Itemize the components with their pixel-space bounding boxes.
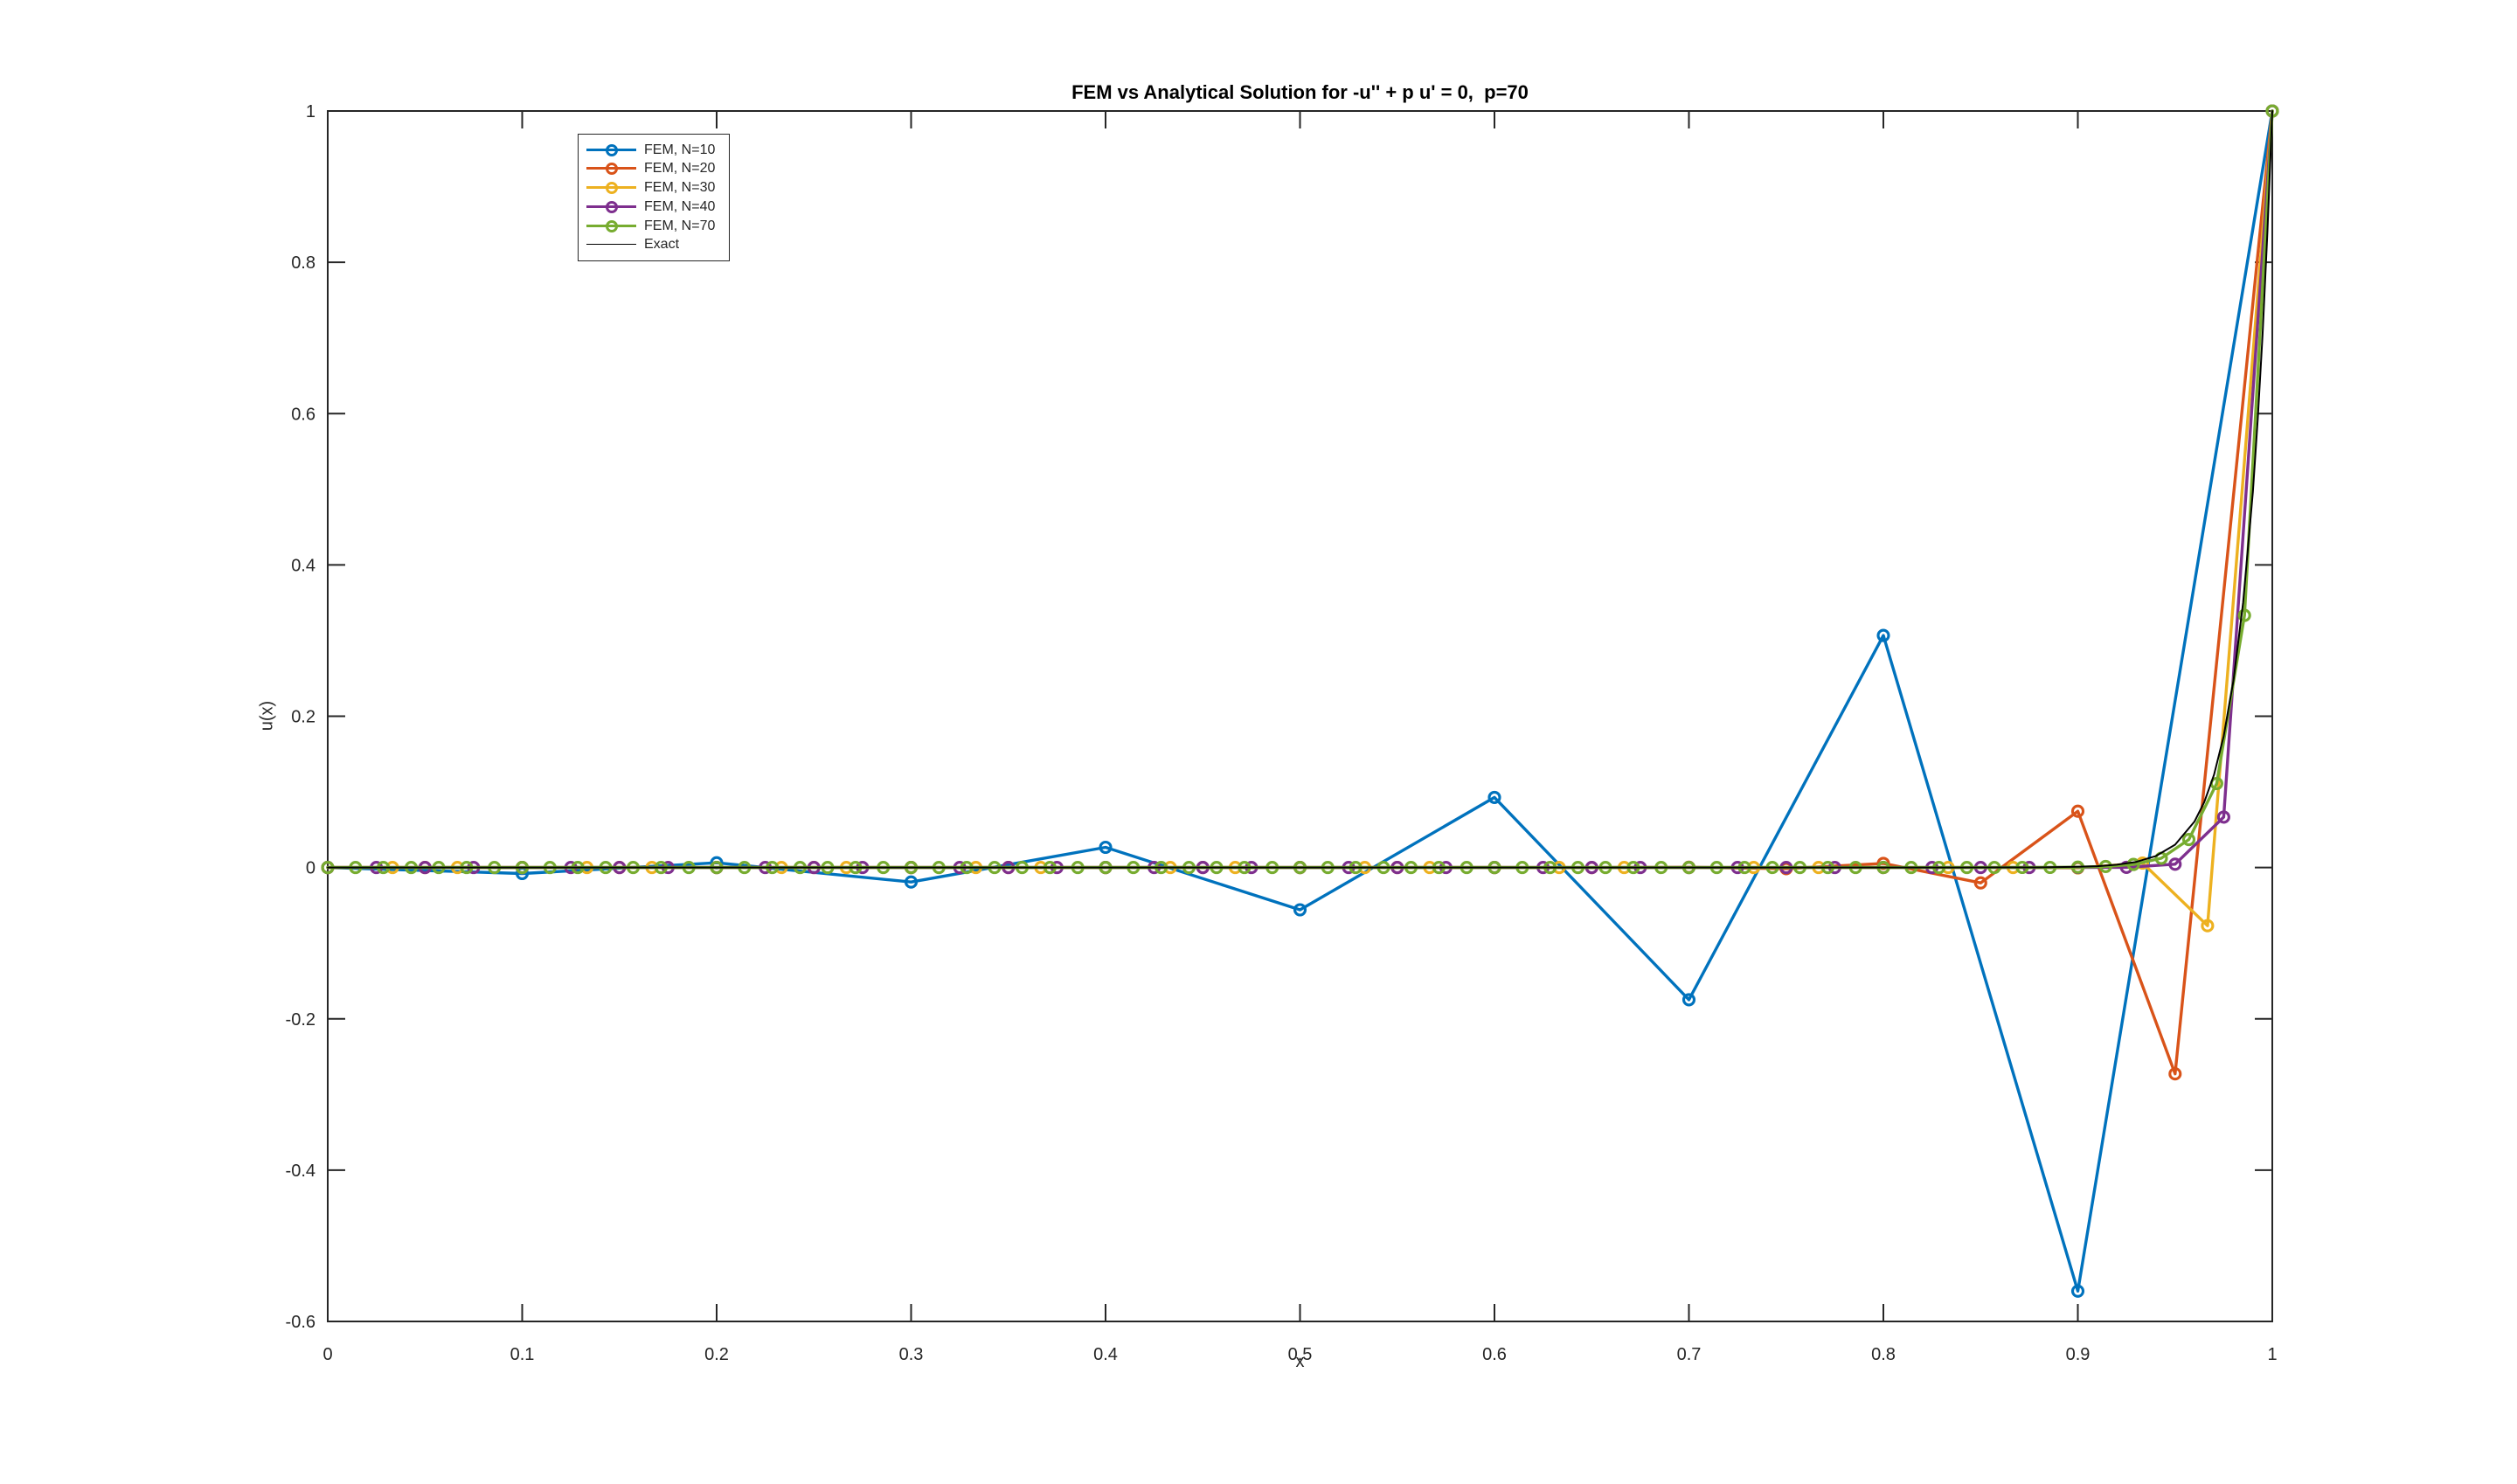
legend-line-sample	[586, 200, 636, 213]
y-tick-label: -0.4	[286, 1162, 315, 1181]
legend-label: FEM, N=10	[644, 142, 716, 157]
legend-item-fem-n-20: FEM, N=20	[586, 161, 724, 177]
series-line-fem-n-10	[326, 109, 2274, 1293]
series-line-exact	[327, 110, 2273, 869]
marker-fem-n-20	[1973, 876, 1987, 890]
x-tick-label: 0.5	[1288, 1345, 1313, 1364]
legend-label: Exact	[644, 237, 680, 253]
marker-fem-n-10	[904, 875, 919, 889]
legend-label: FEM, N=70	[644, 218, 716, 233]
marker-fem-n-10	[1681, 993, 1696, 1007]
marker-fem-n-30	[2201, 919, 2215, 933]
legend-box: FEM, N=10 FEM, N=20 FEM, N=30 FEM, N=40 FEM,…	[578, 134, 730, 261]
legend-line-sample	[586, 163, 636, 176]
marker-fem-n-10	[1487, 790, 1501, 804]
y-tick-label: 0.4	[291, 556, 315, 575]
x-axis-label: x	[1295, 1352, 1305, 1371]
axes-box	[327, 110, 2273, 1322]
circle-marker-icon	[605, 200, 618, 213]
legend-line-sample	[586, 182, 636, 195]
y-tick-label: 1	[306, 102, 315, 121]
x-tick-label: 0.9	[2066, 1345, 2091, 1364]
legend-line-sample	[586, 239, 636, 252]
x-tick-label: 0.8	[1871, 1345, 1896, 1364]
legend-item-exact: Exact	[586, 237, 724, 253]
legend-label: FEM, N=40	[644, 198, 716, 214]
x-tick-label: 0.7	[1677, 1345, 1702, 1364]
circle-marker-icon	[605, 182, 618, 195]
legend-label: FEM, N=30	[644, 180, 716, 196]
x-tick-label: 0.1	[510, 1345, 535, 1364]
y-axis-label: u(x)	[257, 700, 277, 732]
circle-marker-icon	[605, 219, 618, 232]
marker-fem-n-40	[2119, 860, 2133, 874]
x-tick-label: 1	[2267, 1345, 2277, 1364]
marker-fem-n-10	[1099, 840, 1113, 855]
legend-line	[586, 244, 636, 246]
marker-fem-n-10	[1876, 628, 1890, 642]
marker-fem-n-10	[2070, 1284, 2085, 1298]
marker-fem-n-70	[2126, 857, 2140, 871]
x-tick-label: 0.2	[704, 1345, 729, 1364]
marker-fem-n-70	[2237, 608, 2251, 622]
marker-fem-n-20	[2168, 1067, 2182, 1081]
legend-item-fem-n-30: FEM, N=30	[586, 180, 724, 196]
legend-line-sample	[586, 143, 636, 156]
y-tick-label: -0.6	[286, 1313, 315, 1332]
marker-fem-n-40	[2216, 810, 2230, 824]
x-tick-label: 0.6	[1482, 1345, 1507, 1364]
marker-fem-n-70	[2181, 833, 2196, 847]
legend-label: FEM, N=20	[644, 161, 716, 177]
y-tick-label: -0.2	[286, 1010, 315, 1030]
legend-line-sample	[586, 219, 636, 232]
legend-item-fem-n-40: FEM, N=40	[586, 199, 724, 215]
x-tick-label: 0.3	[899, 1345, 924, 1364]
circle-marker-icon	[605, 163, 618, 176]
chart-title: FEM vs Analytical Solution for -u'' + p …	[1071, 81, 1529, 103]
legend-item-fem-n-70: FEM, N=70	[586, 218, 724, 234]
legend-item-fem-n-10: FEM, N=10	[586, 142, 724, 158]
marker-fem-n-10	[1293, 903, 1307, 917]
circle-marker-icon	[605, 143, 618, 156]
marker-fem-n-40	[2168, 857, 2182, 871]
y-tick-label: 0.8	[291, 253, 315, 273]
x-tick-label: 0	[322, 1345, 332, 1364]
marker-fem-n-20	[2070, 804, 2085, 818]
y-tick-label: 0.2	[291, 708, 315, 727]
y-tick-label: 0.6	[291, 405, 315, 424]
y-tick-label: 0	[306, 859, 315, 878]
x-tick-label: 0.4	[1093, 1345, 1118, 1364]
